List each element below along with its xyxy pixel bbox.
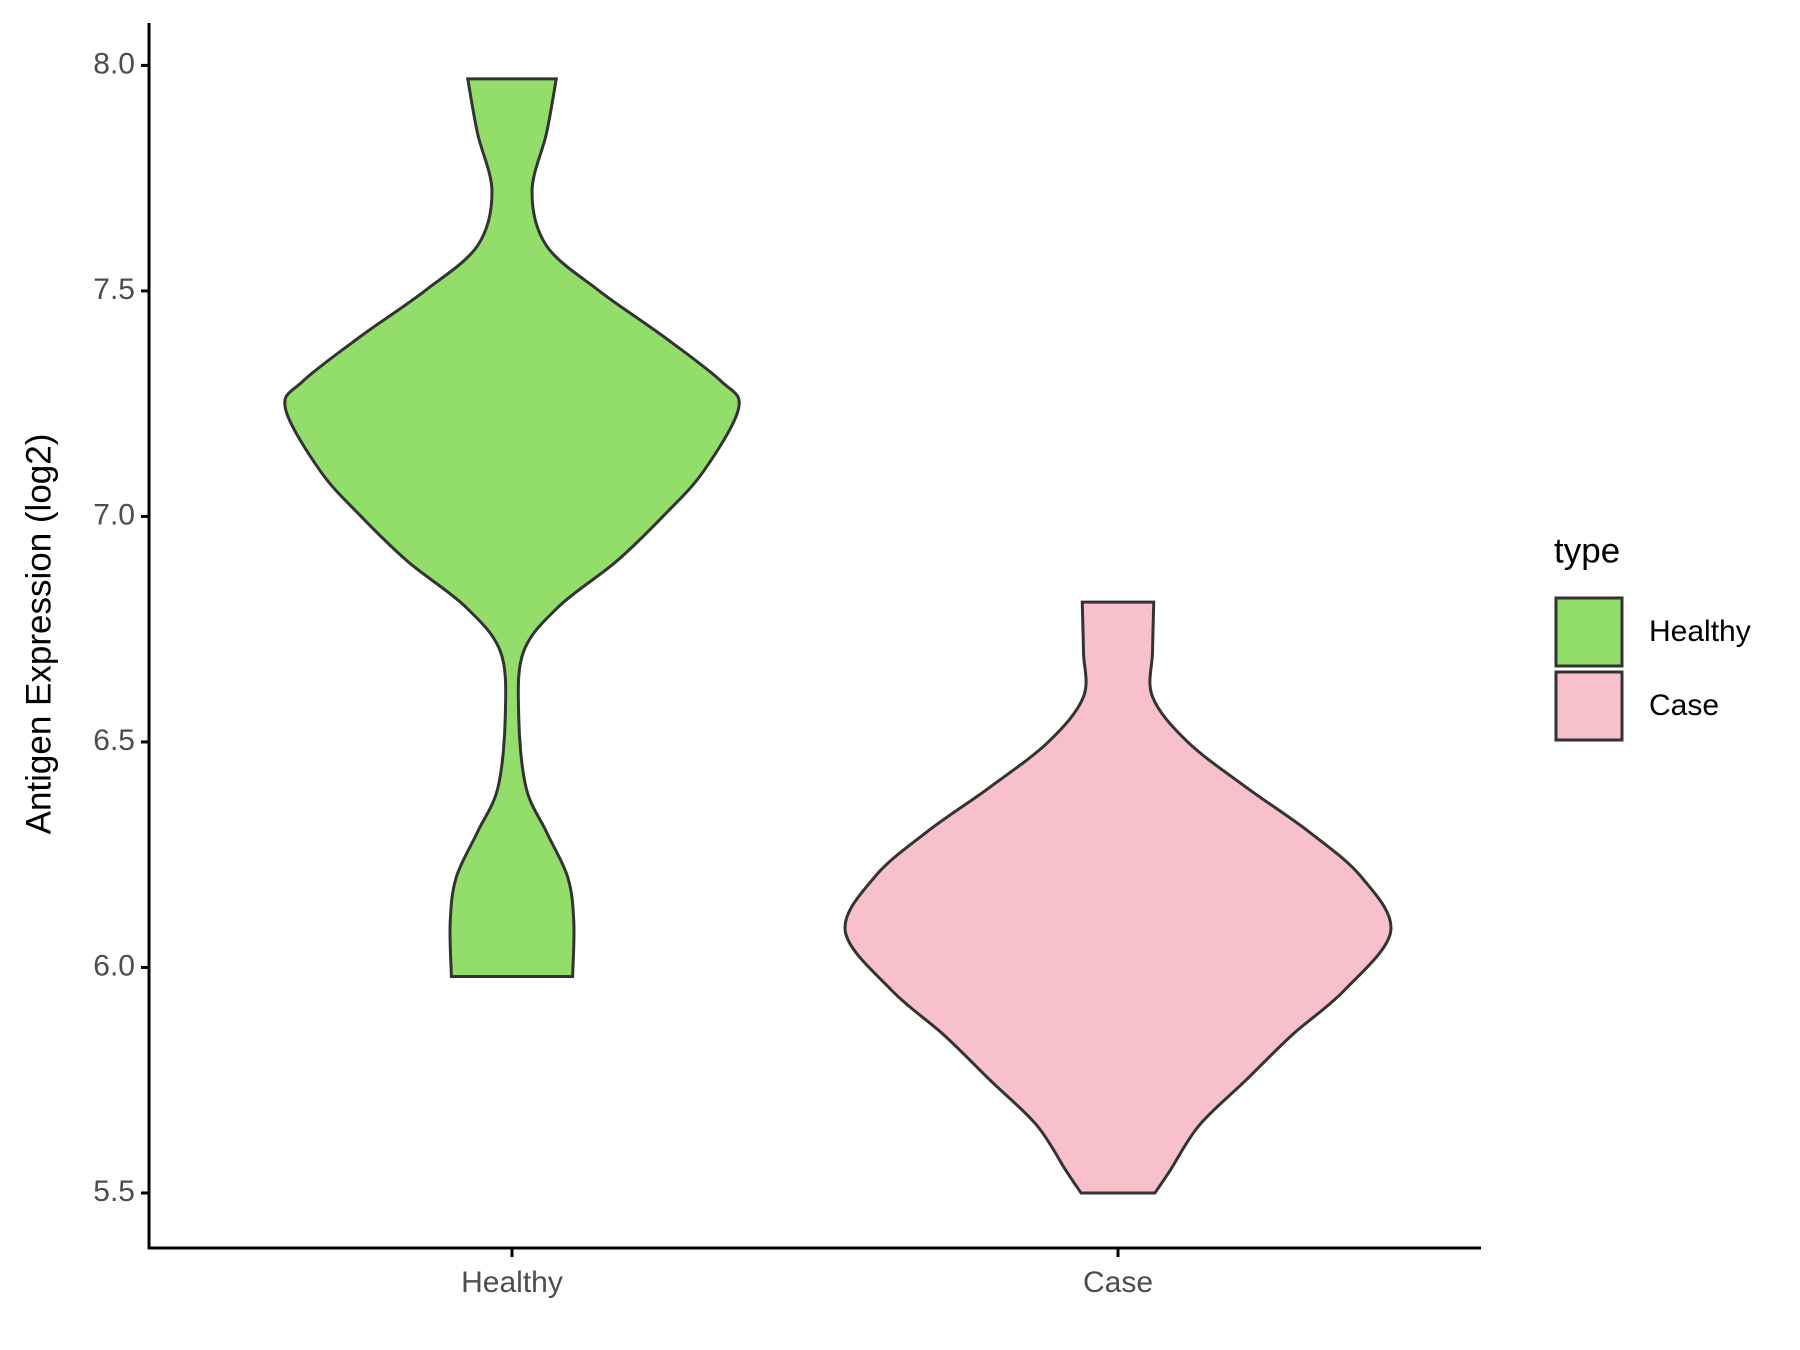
y-tick-label: 6.5 [93,724,135,757]
violin [843,600,1393,1195]
y-axis-title: Antigen Expression (log2) [19,434,58,835]
y-tick-label: 5.5 [93,1175,135,1208]
legend-key [1554,596,1624,668]
y-tick-label: 7.5 [93,273,135,306]
legend-label: Healthy [1649,615,1751,648]
y-tick-label: 6.0 [93,949,135,982]
legend-title: type [1554,531,1620,570]
y-tick-label: 8.0 [93,47,135,80]
x-tick-label: Case [1083,1266,1153,1299]
legend-key [1554,670,1624,742]
y-tick-label: 7.0 [93,498,135,531]
legend-label: Case [1649,689,1719,722]
violin [283,77,741,978]
x-tick-label: Healthy [461,1266,563,1299]
